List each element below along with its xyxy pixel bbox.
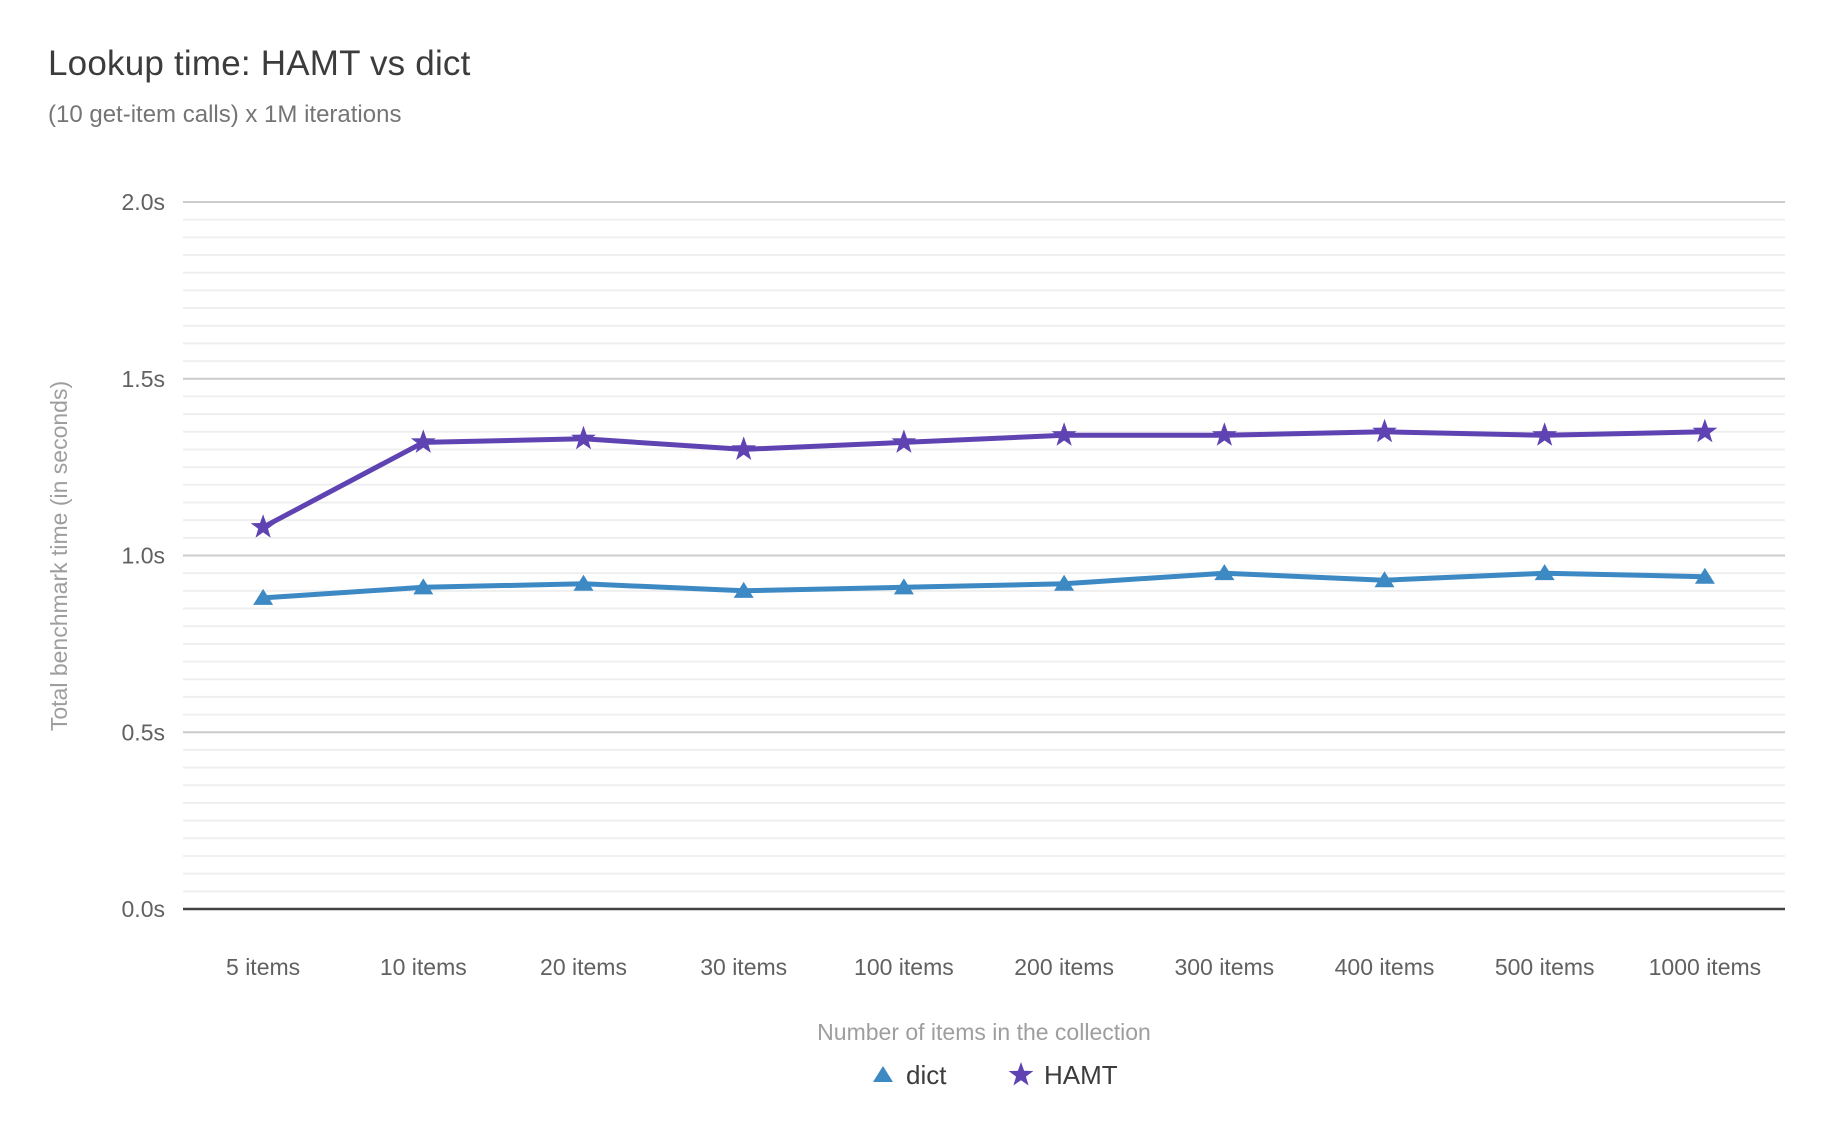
legend-item-dict: dict xyxy=(873,1060,947,1090)
y-tick-label: 0.0s xyxy=(122,896,165,922)
legend: dict HAMT xyxy=(873,1060,1118,1090)
y-tick-label: 1.0s xyxy=(122,543,165,569)
series-dict-line xyxy=(260,570,1708,601)
series-dict-marker xyxy=(1214,564,1235,581)
series-HAMT xyxy=(250,418,1718,538)
legend-item-HAMT: HAMT xyxy=(1008,1060,1118,1090)
x-tick-label: 200 items xyxy=(1014,954,1114,980)
series-HAMT-marker xyxy=(1532,422,1558,446)
series-HAMT-marker xyxy=(1372,418,1397,443)
x-tick-label: 300 items xyxy=(1174,954,1274,980)
legend-label: dict xyxy=(906,1060,947,1090)
series-dict-marker xyxy=(893,578,914,595)
series-HAMT-marker xyxy=(891,429,917,453)
legend-marker-star-icon xyxy=(1008,1062,1034,1086)
legend-marker-triangle-icon xyxy=(873,1066,893,1082)
x-tick-label: 1000 items xyxy=(1649,954,1762,980)
y-tick-label: 1.5s xyxy=(122,366,165,392)
series-HAMT-marker xyxy=(1692,418,1718,443)
series-dict-marker xyxy=(413,578,434,595)
x-tick-label: 30 items xyxy=(700,954,787,980)
series-dict-marker xyxy=(733,581,754,598)
series-dict xyxy=(253,564,1715,605)
chart-title: Lookup time: HAMT vs dict xyxy=(48,44,471,83)
chart-subtitle: (10 get-item calls) x 1M iterations xyxy=(48,101,402,128)
y-axis-title: Total benchmark time (in seconds) xyxy=(46,381,72,731)
series-HAMT-marker xyxy=(571,425,596,450)
series-dict-marker xyxy=(1374,571,1395,588)
x-tick-label: 500 items xyxy=(1495,954,1595,980)
x-tick-label: 100 items xyxy=(854,954,954,980)
series-dict-marker xyxy=(1534,564,1555,581)
series-HAMT-marker xyxy=(1051,422,1077,446)
series-HAMT-marker xyxy=(410,429,436,453)
series-HAMT-line xyxy=(260,429,1708,530)
x-tick-label: 5 items xyxy=(226,954,300,980)
series-dict-marker xyxy=(573,574,594,591)
y-tick-label: 2.0s xyxy=(122,189,165,215)
x-tick-label: 20 items xyxy=(540,954,627,980)
series-dict-marker xyxy=(1694,567,1715,584)
x-tick-label: 400 items xyxy=(1335,954,1435,980)
series-HAMT-marker xyxy=(1211,422,1237,446)
x-axis-title: Number of items in the collection xyxy=(817,1019,1151,1045)
legend-label: HAMT xyxy=(1044,1060,1118,1090)
x-tick-label: 10 items xyxy=(380,954,467,980)
series-dict-marker xyxy=(253,588,274,605)
series-dict-marker xyxy=(1054,574,1075,591)
series-HAMT-marker xyxy=(250,514,276,538)
y-tick-label: 0.5s xyxy=(122,719,165,745)
series-HAMT-marker xyxy=(731,436,757,460)
